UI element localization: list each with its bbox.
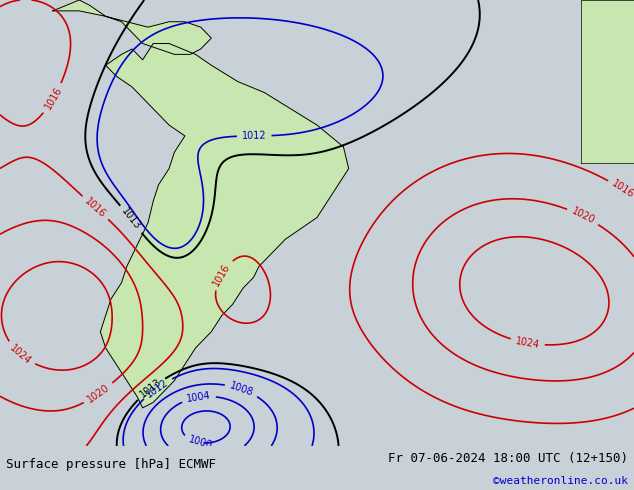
Text: Fr 07-06-2024 18:00 UTC (12+150): Fr 07-06-2024 18:00 UTC (12+150) [387, 452, 628, 465]
Text: ©weatheronline.co.uk: ©weatheronline.co.uk [493, 476, 628, 486]
Text: 1016: 1016 [610, 179, 634, 200]
Text: 1000: 1000 [187, 435, 214, 451]
Text: 1020: 1020 [570, 206, 596, 226]
Text: 1016: 1016 [83, 196, 108, 220]
Polygon shape [100, 44, 349, 408]
Text: 1008: 1008 [228, 380, 255, 398]
Text: 1016: 1016 [42, 85, 63, 112]
Polygon shape [53, 0, 211, 54]
Text: 1004: 1004 [186, 391, 212, 404]
Text: 1024: 1024 [8, 343, 33, 366]
Text: 1024: 1024 [515, 336, 541, 350]
Text: 1012: 1012 [145, 377, 171, 399]
Text: 1013: 1013 [119, 206, 143, 232]
Text: 1020: 1020 [86, 382, 112, 405]
Text: 1013: 1013 [138, 377, 164, 400]
Text: 1016: 1016 [211, 261, 232, 288]
Text: Surface pressure [hPa] ECMWF: Surface pressure [hPa] ECMWF [6, 458, 216, 471]
Polygon shape [581, 0, 634, 163]
Text: 1012: 1012 [242, 131, 267, 141]
